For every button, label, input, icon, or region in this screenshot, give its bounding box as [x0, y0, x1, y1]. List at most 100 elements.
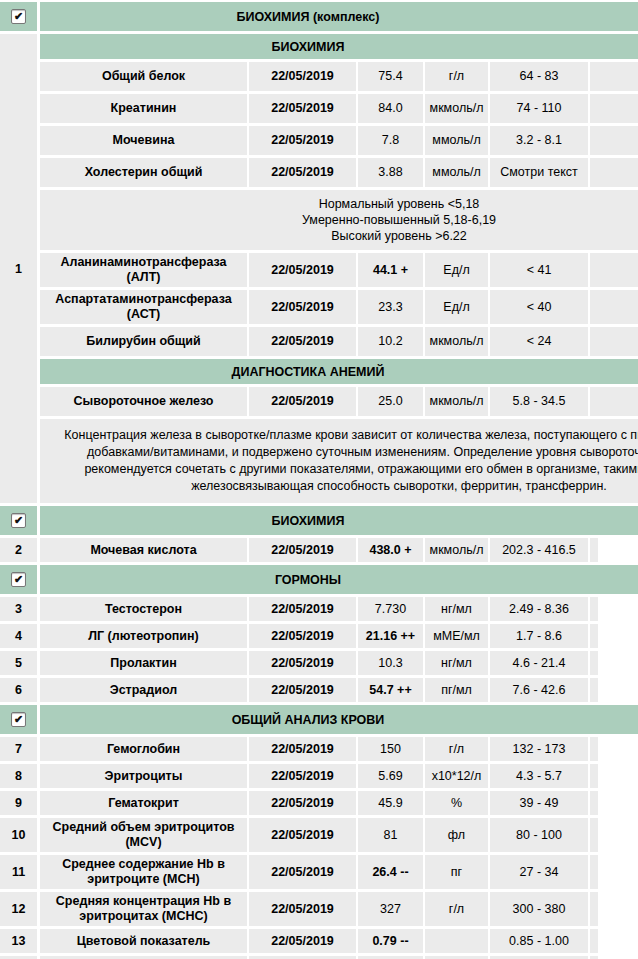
- test-comment-cell: [590, 126, 638, 155]
- test-comment-cell: [590, 158, 638, 187]
- test-comment-cell: [590, 737, 598, 761]
- section-title: ОБЩИЙ АНАЛИЗ КРОВИ: [40, 713, 576, 727]
- test-reference: Смотри текст: [490, 158, 588, 187]
- test-date: 22/05/2019: [249, 818, 356, 852]
- test-comment-cell: [590, 764, 598, 788]
- test-comment-cell: [590, 678, 598, 702]
- test-reference: 300 - 380: [490, 892, 588, 926]
- test-name: Эстрадиол: [40, 678, 247, 702]
- test-units: ммоль/л: [425, 158, 488, 187]
- row-number-cell: 7: [0, 737, 37, 761]
- test-units: [425, 929, 488, 953]
- row-number-cell: 8: [0, 764, 37, 788]
- row-number-cell: 1: [0, 34, 37, 503]
- test-reference: 39 - 49: [490, 791, 588, 815]
- complex-row: 1БИОХИМИЯОбщий белок22/05/201975.4г/л64 …: [0, 34, 638, 503]
- test-reference: 80 - 100: [490, 818, 588, 852]
- test-reference: < 24: [490, 327, 588, 356]
- test-reference: 3.2 - 8.1: [490, 126, 588, 155]
- test-comment-cell: [590, 327, 638, 356]
- row-number-cell: 2: [0, 538, 37, 562]
- test-row-outer: 13Цветовой показатель22/05/20190.79 --0.…: [0, 929, 638, 953]
- test-value: 438.0 +: [358, 538, 423, 562]
- test-name: Аланинаминотрансфераза (АЛТ): [40, 253, 247, 287]
- group-subheader: ДИАГНОСТИКА АНЕМИЙ: [40, 359, 638, 384]
- test-date: 22/05/2019: [249, 597, 356, 621]
- test-row-outer: 7Гемоглобин22/05/2019150г/л132 - 173: [0, 737, 638, 761]
- test-reference: < 41: [490, 253, 588, 287]
- test-units: x10*12/л: [425, 764, 488, 788]
- test-value: 75.4: [358, 62, 423, 91]
- test-row-outer: 6Эстрадиол22/05/201954.7 ++пг/мл7.6 - 42…: [0, 678, 638, 702]
- test-reference: 27 - 34: [490, 855, 588, 889]
- test-comment-cell: [590, 597, 598, 621]
- test-row: ЛГ (лютеотропин)22/05/201921.16 ++мМЕ/мл…: [40, 624, 598, 648]
- test-row: Эритроциты22/05/20195.69x10*12/л4.3 - 5.…: [40, 764, 598, 788]
- test-value: 0.79 --: [358, 929, 423, 953]
- group-subheader-title: ДИАГНОСТИКА АНЕМИЙ: [40, 365, 576, 379]
- test-row: Средний объем эритроцитов (MCV)22/05/201…: [40, 818, 598, 852]
- test-units: г/л: [425, 62, 488, 91]
- section-checkbox[interactable]: ✔: [11, 572, 26, 587]
- test-date: 22/05/2019: [249, 624, 356, 648]
- section-checkbox-cell: ✔: [0, 565, 37, 594]
- test-value: 25.0: [358, 387, 423, 416]
- lab-results-table: ✔БИОХИМИЯ (комплекс)1БИОХИМИЯОбщий белок…: [0, 0, 638, 959]
- test-comment-cell: [590, 929, 598, 953]
- test-date: 22/05/2019: [249, 538, 356, 562]
- test-comment-cell: [590, 94, 638, 123]
- test-row: Тестостерон22/05/20197.730нг/мл2.49 - 8.…: [40, 597, 598, 621]
- test-reference: 64 - 83: [490, 62, 588, 91]
- test-row-outer: 10Средний объем эритроцитов (MCV)22/05/2…: [0, 818, 638, 852]
- test-name: Пролактин: [40, 651, 247, 675]
- test-units: фл: [425, 818, 488, 852]
- test-name: Мочевая кислота: [40, 538, 247, 562]
- test-value: 84.0: [358, 94, 423, 123]
- test-reference: 4.6 - 21.4: [490, 651, 588, 675]
- test-value: 10.3: [358, 651, 423, 675]
- section-checkbox[interactable]: ✔: [11, 712, 26, 727]
- test-comment-cell: [590, 624, 598, 648]
- test-reference: < 40: [490, 290, 588, 324]
- test-value: 5.69: [358, 764, 423, 788]
- section-title-band: ОБЩИЙ АНАЛИЗ КРОВИ: [40, 705, 638, 734]
- test-reference: 132 - 173: [490, 737, 588, 761]
- test-value: 7.8: [358, 126, 423, 155]
- test-date: 22/05/2019: [249, 253, 356, 287]
- test-comment-cell: [590, 892, 598, 926]
- row-number-cell: 13: [0, 929, 37, 953]
- test-comment-cell: [590, 818, 598, 852]
- section-header-row: ✔ ОБЩИЙ АНАЛИЗ КРОВИ: [0, 705, 638, 734]
- test-date: 22/05/2019: [249, 855, 356, 889]
- test-comment-cell: [590, 387, 638, 416]
- test-name: Средняя концентрация Hb в эритроцитах (M…: [40, 892, 247, 926]
- section-checkbox[interactable]: ✔: [11, 513, 26, 528]
- row-number-cell: 5: [0, 651, 37, 675]
- test-reference: 4.3 - 5.7: [490, 764, 588, 788]
- test-row-outer: 4ЛГ (лютеотропин)22/05/201921.16 ++мМЕ/м…: [0, 624, 638, 648]
- test-row: Креатинин22/05/201984.0мкмоль/л74 - 110: [40, 94, 638, 123]
- test-units: нг/мл: [425, 651, 488, 675]
- note-text: Нормальный уровень <5,18 Умеренно-повыше…: [40, 190, 638, 250]
- test-comment-cell: [590, 538, 598, 562]
- test-reference: 74 - 110: [490, 94, 588, 123]
- test-units: нг/мл: [425, 597, 488, 621]
- section-title: БИОХИМИЯ (комплекс): [40, 10, 576, 24]
- row-number-cell: 3: [0, 597, 37, 621]
- test-comment-cell: [590, 290, 638, 324]
- row-number-cell: 11: [0, 855, 37, 889]
- test-name: ЛГ (лютеотропин): [40, 624, 247, 648]
- test-value: 26.4 --: [358, 855, 423, 889]
- test-name: Гемоглобин: [40, 737, 247, 761]
- test-name: Цветовой показатель: [40, 929, 247, 953]
- test-reference: 202.3 - 416.5: [490, 538, 588, 562]
- test-row: Аспартатаминотрансфераза (АСТ)22/05/2019…: [40, 290, 638, 324]
- test-name: Креатинин: [40, 94, 247, 123]
- test-date: 22/05/2019: [249, 290, 356, 324]
- section-title: ГОРМОНЫ: [40, 573, 576, 587]
- group-subheader: БИОХИМИЯ: [40, 34, 638, 59]
- test-units: пг: [425, 855, 488, 889]
- test-units: мкмоль/л: [425, 538, 488, 562]
- section-checkbox[interactable]: ✔: [11, 9, 26, 24]
- test-value: 23.3: [358, 290, 423, 324]
